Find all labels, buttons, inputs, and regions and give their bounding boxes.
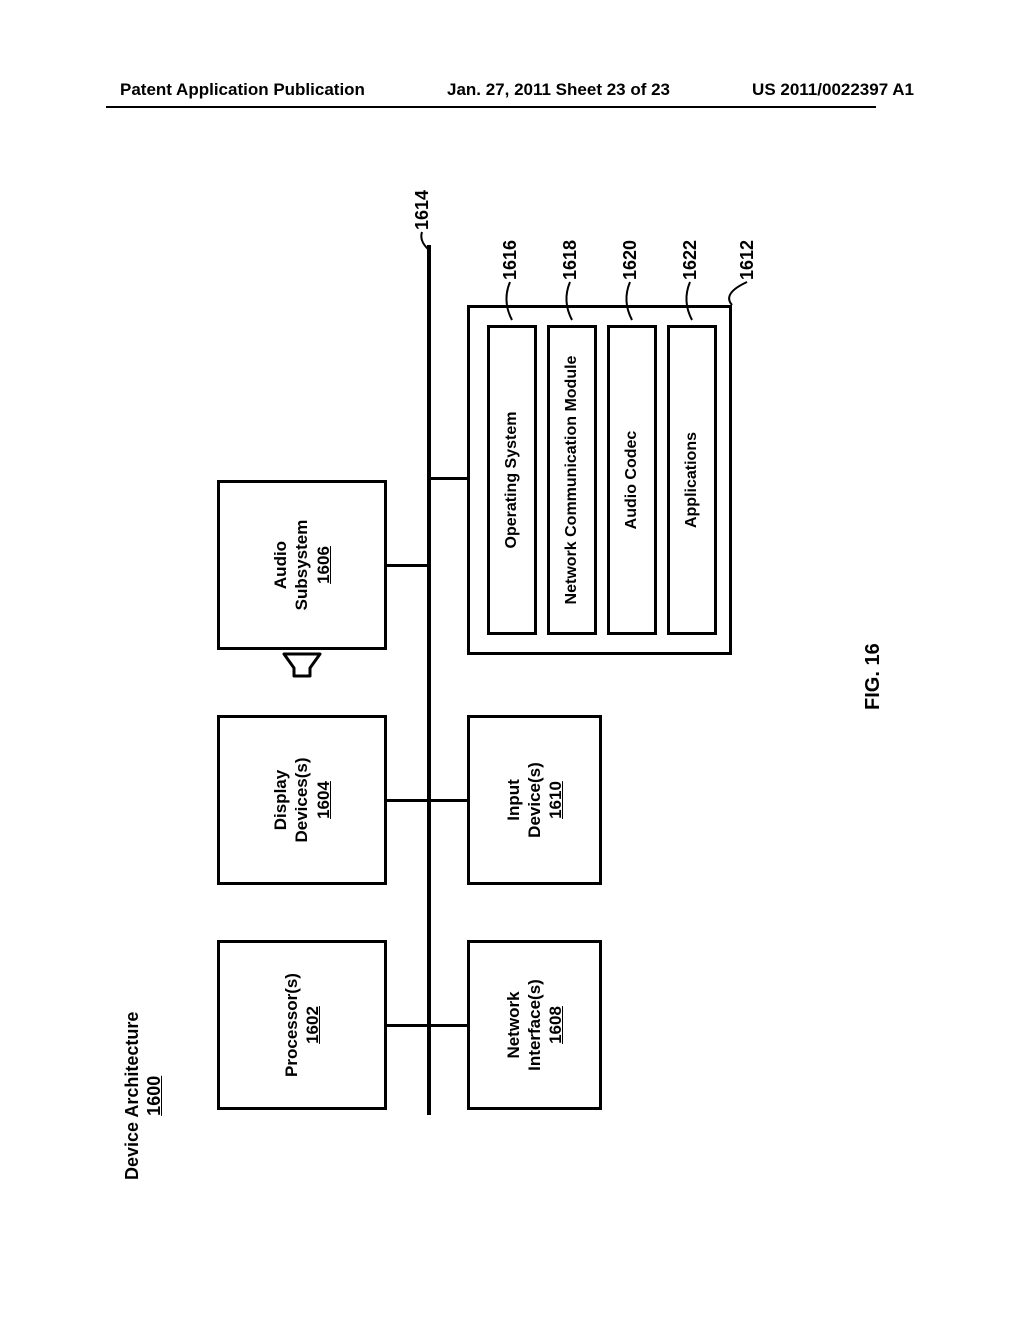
ref-leader [495, 272, 527, 325]
box-ncm: Network Communication Module [547, 325, 597, 635]
box-audio: AudioSubsystem1606 [217, 480, 387, 650]
ref-leader [555, 272, 587, 325]
ref-leader [615, 272, 647, 325]
system-bus [427, 245, 431, 1115]
bus-connector [387, 799, 427, 802]
header-right: US 2011/0022397 A1 [752, 80, 914, 100]
page: Patent Application Publication Jan. 27, … [0, 0, 1024, 1320]
bus-connector [429, 477, 469, 480]
bus-connector [429, 799, 469, 802]
box-codec: Audio Codec [607, 325, 657, 635]
diagram-title-label: Device Architecture [122, 1012, 142, 1180]
box-apps: Applications [667, 325, 717, 635]
box-network: NetworkInterface(s)1608 [467, 940, 602, 1110]
speaker-icon [282, 652, 322, 688]
header-left: Patent Application Publication [120, 80, 365, 100]
ref-leader [407, 222, 444, 255]
ref-leader [675, 272, 707, 325]
bus-connector [429, 1024, 469, 1027]
figure-label: FIG. 16 [862, 643, 885, 710]
box-input: InputDevice(s)1610 [467, 715, 602, 885]
diagram-title: Device Architecture 1600 [122, 1012, 165, 1180]
header-center: Jan. 27, 2011 Sheet 23 of 23 [447, 80, 670, 100]
box-os: Operating System [487, 325, 537, 635]
ref-leader [717, 272, 762, 310]
box-display: DisplayDevices(s)1604 [217, 715, 387, 885]
diagram-container: Device Architecture 1600 Processor(s)160… [122, 140, 902, 1180]
header-rule [106, 106, 876, 108]
diagram-title-num: 1600 [144, 1076, 164, 1116]
box-processor: Processor(s)1602 [217, 940, 387, 1110]
bus-connector [387, 1024, 427, 1027]
bus-connector [387, 564, 427, 567]
page-header: Patent Application Publication Jan. 27, … [0, 80, 1024, 100]
